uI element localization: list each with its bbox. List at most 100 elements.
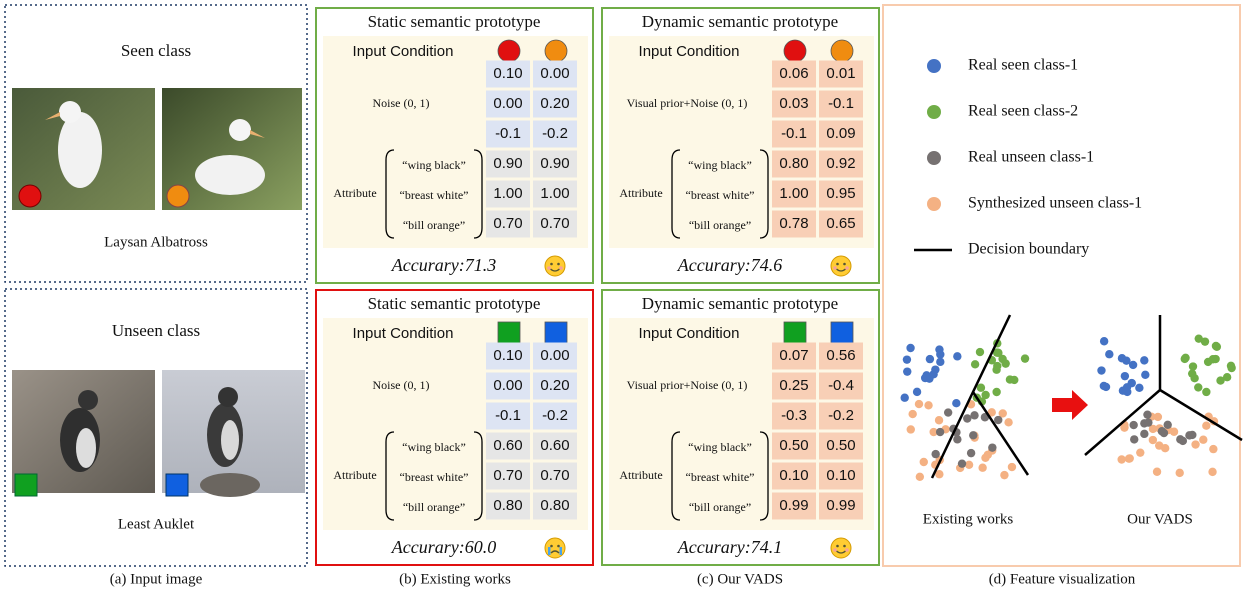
table-value: 0.50 xyxy=(779,437,808,454)
table-value: 0.60 xyxy=(540,437,569,454)
scatter-dot xyxy=(1097,366,1105,374)
caption: (c) Our VADS xyxy=(697,571,783,587)
scatter-dot xyxy=(1140,356,1148,364)
emoji xyxy=(547,266,551,270)
scatter-dot xyxy=(1191,440,1199,448)
scatter-dot xyxy=(1194,383,1202,391)
scatter-dot xyxy=(965,461,973,469)
attribute: “bill orange” xyxy=(403,218,465,232)
emoji xyxy=(831,538,851,558)
scatter-dot xyxy=(988,443,996,451)
scatter-dot xyxy=(981,391,989,399)
scatter-dot xyxy=(1149,436,1157,444)
caption: (d) Feature visualization xyxy=(989,571,1136,587)
scatter-dot xyxy=(1190,374,1198,382)
scatter-dot xyxy=(936,350,944,358)
scatter-dot xyxy=(908,410,916,418)
scatter-dot xyxy=(1223,373,1231,381)
accuracy: Accurary:74.1 xyxy=(677,537,782,557)
scatter-dot xyxy=(977,384,985,392)
scatter-dot xyxy=(1021,354,1029,362)
noise-label: Noise (0, 1) xyxy=(373,378,430,392)
scatter-dot xyxy=(978,464,986,472)
bird-image xyxy=(162,370,305,497)
scatter-dot xyxy=(958,459,966,467)
table-value: -0.1 xyxy=(495,407,521,424)
class-icon xyxy=(784,40,806,62)
table-value: 0.03 xyxy=(779,95,808,112)
scatter-dot xyxy=(1154,413,1162,421)
attribute-label: Attribute xyxy=(333,468,376,482)
table-value: 0.10 xyxy=(826,467,855,484)
scatter-dot xyxy=(970,411,978,419)
noise-label: Visual prior+Noise (0, 1) xyxy=(627,378,748,392)
noise-label: Noise (0, 1) xyxy=(373,96,430,110)
figure: Seen class Laysan Albatross Unseen class… xyxy=(0,0,1244,594)
scatter-dot xyxy=(1100,337,1108,345)
table-value: 0.80 xyxy=(493,497,522,514)
table-value: -0.2 xyxy=(542,125,568,142)
table-value: 0.95 xyxy=(826,185,855,202)
emoji xyxy=(843,263,846,266)
scatter-dot xyxy=(1195,334,1203,342)
legend-label: Synthesized unseen class-1 xyxy=(968,195,1142,212)
scatter-dot xyxy=(967,449,975,457)
scatter-dot xyxy=(993,362,1001,370)
attribute: “bill orange” xyxy=(689,500,751,514)
table-value: 0.10 xyxy=(779,467,808,484)
legend-label: Decision boundary xyxy=(968,241,1089,258)
table-value: 0.70 xyxy=(493,215,522,232)
scatter-dot xyxy=(1164,421,1172,429)
scatter-dot xyxy=(1181,355,1189,363)
legend-dot xyxy=(927,197,941,211)
scatter-dot xyxy=(903,367,911,375)
table-value: 0.56 xyxy=(826,347,855,364)
scatter-dot xyxy=(1144,418,1152,426)
table-title: Dynamic semantic prototype xyxy=(642,12,838,31)
table-value: -0.1 xyxy=(495,125,521,142)
accuracy: Accurary:74.6 xyxy=(677,255,782,275)
table-value: 0.92 xyxy=(826,155,855,172)
scatter-dot xyxy=(994,349,1002,357)
scatter-dot xyxy=(944,408,952,416)
table-value: 0.00 xyxy=(540,347,569,364)
attribute: “breast white” xyxy=(686,470,755,484)
scatter-dot xyxy=(913,388,921,396)
scatter-dot xyxy=(1008,463,1016,471)
scatter-dot xyxy=(1179,437,1187,445)
attribute-label: Attribute xyxy=(619,186,662,200)
emoji xyxy=(550,263,553,266)
class-icon xyxy=(545,322,567,344)
scatter-dot xyxy=(1130,435,1138,443)
scatter-dot xyxy=(916,473,924,481)
table-value: 0.25 xyxy=(779,377,808,394)
table-value: 0.50 xyxy=(826,437,855,454)
table-value: 0.70 xyxy=(540,215,569,232)
attribute-label: Attribute xyxy=(619,468,662,482)
scatter-dot xyxy=(971,360,979,368)
attribute: “breast white” xyxy=(400,470,469,484)
emoji xyxy=(557,263,560,266)
emoji xyxy=(548,547,551,555)
table-value: 1.00 xyxy=(540,185,569,202)
attribute: “bill orange” xyxy=(403,500,465,514)
caption: (a) Input image xyxy=(110,571,203,587)
legend-label: Real unseen class-1 xyxy=(968,149,1094,166)
attribute: “wing black” xyxy=(402,440,466,454)
table-value: 0.10 xyxy=(493,347,522,364)
scatter-dot xyxy=(992,388,1000,396)
scatter-dot xyxy=(1176,469,1184,477)
scatter-dot xyxy=(1004,418,1012,426)
table-title: Static semantic prototype xyxy=(368,294,541,313)
scatter-dot xyxy=(953,352,961,360)
table-value: 0.10 xyxy=(493,65,522,82)
class-icon xyxy=(498,322,520,344)
table-value: 0.09 xyxy=(826,125,855,142)
scatter-dot xyxy=(953,435,961,443)
scatter-dot xyxy=(1140,430,1148,438)
table-value: 0.80 xyxy=(540,497,569,514)
scatter-dot xyxy=(920,458,928,466)
plot-label: Existing works xyxy=(923,511,1014,527)
scatter-dot xyxy=(1158,427,1166,435)
emoji xyxy=(836,545,839,548)
